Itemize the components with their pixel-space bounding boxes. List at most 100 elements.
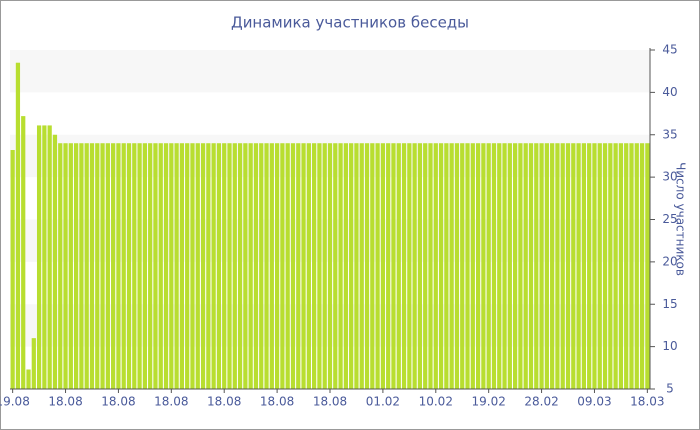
bar bbox=[433, 143, 438, 389]
x-tick-label: 18.08 bbox=[207, 395, 241, 409]
x-tick-label: 18.08 bbox=[313, 395, 347, 409]
bar bbox=[491, 143, 497, 389]
bar bbox=[10, 150, 15, 389]
y-tick-label: 45 bbox=[662, 43, 677, 57]
bar bbox=[280, 143, 285, 389]
bar bbox=[195, 143, 200, 389]
bar bbox=[79, 143, 84, 389]
bar bbox=[460, 143, 465, 389]
bar bbox=[576, 143, 581, 389]
x-tick-label: 19.08 bbox=[0, 395, 30, 409]
y-tick-label: 40 bbox=[662, 85, 677, 99]
bar bbox=[74, 143, 79, 389]
bar bbox=[370, 143, 375, 389]
bar bbox=[587, 143, 592, 389]
bar bbox=[327, 143, 333, 389]
bar bbox=[470, 143, 475, 389]
bar bbox=[608, 143, 613, 389]
y-tick-label: 15 bbox=[662, 297, 677, 311]
bar bbox=[359, 143, 364, 389]
bar bbox=[174, 143, 179, 389]
y-tick-label: 20 bbox=[662, 254, 677, 268]
bar bbox=[52, 134, 58, 389]
x-tick-label: 18.08 bbox=[101, 395, 135, 409]
bar bbox=[349, 143, 354, 389]
bar bbox=[237, 143, 243, 389]
bar bbox=[21, 116, 26, 389]
bar bbox=[523, 143, 528, 389]
bar bbox=[89, 143, 95, 389]
bar bbox=[111, 143, 116, 389]
bar bbox=[528, 143, 534, 389]
bar bbox=[513, 143, 518, 389]
bar bbox=[634, 143, 639, 389]
bar bbox=[343, 143, 348, 389]
bar bbox=[354, 143, 359, 389]
bar bbox=[132, 143, 137, 389]
bar bbox=[296, 143, 301, 389]
x-tick-label: 19.02 bbox=[471, 395, 505, 409]
bar bbox=[449, 143, 454, 389]
x-tick-label: 10.02 bbox=[419, 395, 453, 409]
bar bbox=[243, 143, 248, 389]
bar bbox=[206, 143, 211, 389]
bar bbox=[274, 143, 280, 389]
bar bbox=[84, 143, 89, 389]
bar bbox=[306, 143, 311, 389]
bar bbox=[248, 143, 253, 389]
bar bbox=[550, 143, 555, 389]
bar bbox=[31, 338, 36, 389]
bar bbox=[407, 143, 412, 389]
bar bbox=[544, 143, 549, 389]
x-tick-label: 28.02 bbox=[524, 395, 558, 409]
x-tick-label: 18.08 bbox=[260, 395, 294, 409]
bar bbox=[597, 143, 602, 389]
bar bbox=[322, 143, 327, 389]
bar bbox=[26, 369, 31, 389]
bar bbox=[444, 143, 449, 389]
bar bbox=[317, 143, 322, 389]
bar bbox=[454, 143, 460, 389]
bar bbox=[438, 143, 444, 389]
bar bbox=[475, 143, 481, 389]
bar bbox=[497, 143, 502, 389]
bar bbox=[158, 143, 163, 389]
y-tick-label: 5 bbox=[666, 382, 674, 396]
bar bbox=[412, 143, 417, 389]
y-tick-label: 30 bbox=[662, 170, 677, 184]
y-axis-label: Число участников bbox=[674, 162, 688, 276]
bar bbox=[121, 143, 126, 389]
bar bbox=[364, 143, 370, 389]
bar bbox=[312, 143, 317, 389]
bar bbox=[259, 143, 264, 389]
grid-band bbox=[10, 50, 650, 93]
bar bbox=[163, 143, 169, 389]
bar bbox=[116, 143, 121, 389]
bar bbox=[555, 143, 560, 389]
bar bbox=[534, 143, 539, 389]
bar bbox=[264, 143, 269, 389]
bar bbox=[428, 143, 433, 389]
bar bbox=[618, 143, 624, 389]
bar bbox=[423, 143, 428, 389]
bar bbox=[153, 143, 158, 389]
y-tick-label: 10 bbox=[662, 339, 677, 353]
x-tick-label: 01.02 bbox=[366, 395, 400, 409]
bar bbox=[502, 143, 507, 389]
x-tick-label: 18.03 bbox=[630, 395, 664, 409]
bar bbox=[301, 143, 306, 389]
bar bbox=[417, 143, 423, 389]
bar bbox=[63, 143, 68, 389]
x-tick-label: 18.08 bbox=[154, 395, 188, 409]
bar bbox=[142, 143, 147, 389]
bar bbox=[507, 143, 512, 389]
bar bbox=[148, 143, 153, 389]
bar bbox=[592, 143, 597, 389]
bar bbox=[391, 143, 396, 389]
bar bbox=[137, 143, 142, 389]
bar bbox=[571, 143, 576, 389]
bar bbox=[15, 62, 21, 390]
bar bbox=[105, 143, 110, 389]
bar bbox=[200, 143, 206, 389]
